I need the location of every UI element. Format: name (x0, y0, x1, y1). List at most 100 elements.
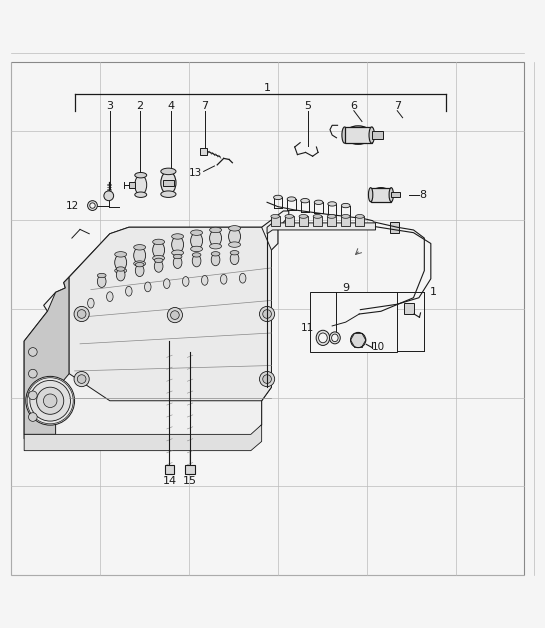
Text: 7: 7 (393, 101, 401, 111)
Ellipse shape (44, 394, 57, 408)
Ellipse shape (172, 234, 184, 239)
Ellipse shape (98, 273, 106, 278)
Ellipse shape (161, 168, 176, 175)
Ellipse shape (210, 244, 221, 249)
Ellipse shape (26, 376, 75, 425)
Ellipse shape (211, 254, 220, 266)
Ellipse shape (135, 175, 147, 195)
Ellipse shape (114, 268, 126, 273)
Ellipse shape (98, 276, 106, 288)
Ellipse shape (228, 225, 240, 231)
Ellipse shape (134, 261, 146, 266)
Ellipse shape (355, 215, 364, 219)
Ellipse shape (313, 215, 322, 219)
Circle shape (263, 375, 271, 384)
Ellipse shape (144, 282, 151, 292)
Bar (372, 131, 383, 139)
Ellipse shape (192, 252, 201, 257)
Bar (341, 217, 350, 226)
Ellipse shape (125, 286, 132, 296)
Bar (327, 217, 336, 226)
Ellipse shape (191, 232, 203, 249)
Bar (311, 292, 397, 352)
Ellipse shape (341, 215, 350, 219)
Ellipse shape (30, 381, 70, 421)
Ellipse shape (368, 188, 373, 202)
Bar (163, 180, 174, 186)
Circle shape (350, 332, 366, 348)
Ellipse shape (210, 230, 221, 246)
Ellipse shape (329, 332, 340, 344)
Ellipse shape (135, 264, 144, 276)
Circle shape (28, 348, 37, 356)
Ellipse shape (116, 267, 125, 271)
Circle shape (74, 306, 89, 322)
Ellipse shape (389, 188, 393, 202)
Circle shape (90, 203, 95, 208)
Ellipse shape (341, 203, 350, 208)
Circle shape (167, 308, 183, 323)
Polygon shape (24, 277, 69, 435)
Ellipse shape (230, 252, 239, 264)
Ellipse shape (230, 251, 239, 255)
Text: 1: 1 (264, 84, 270, 94)
Circle shape (28, 413, 37, 421)
Circle shape (171, 311, 179, 320)
Ellipse shape (228, 242, 240, 247)
Ellipse shape (161, 191, 176, 197)
Bar (390, 222, 399, 232)
Circle shape (77, 310, 86, 318)
Ellipse shape (37, 387, 64, 414)
Text: 2: 2 (136, 101, 143, 111)
Ellipse shape (135, 173, 147, 178)
Ellipse shape (183, 276, 189, 286)
Circle shape (88, 201, 98, 210)
Text: 15: 15 (183, 476, 197, 486)
Text: 14: 14 (162, 476, 177, 486)
Bar (129, 182, 135, 188)
Circle shape (263, 310, 271, 318)
Ellipse shape (153, 242, 165, 258)
Circle shape (259, 306, 275, 322)
Polygon shape (267, 223, 376, 234)
Bar (404, 303, 414, 314)
Polygon shape (69, 227, 271, 401)
Circle shape (77, 375, 86, 384)
Bar (165, 465, 174, 475)
Text: 7: 7 (201, 101, 208, 111)
Ellipse shape (191, 230, 203, 236)
Circle shape (28, 391, 37, 399)
Text: 8: 8 (420, 190, 427, 200)
Ellipse shape (173, 256, 182, 268)
Ellipse shape (327, 215, 336, 219)
Ellipse shape (191, 246, 203, 252)
Ellipse shape (135, 263, 144, 267)
Circle shape (104, 191, 113, 201)
Text: 12: 12 (66, 200, 79, 210)
Ellipse shape (153, 256, 165, 261)
Circle shape (259, 372, 275, 387)
Text: 13: 13 (189, 168, 202, 178)
Ellipse shape (134, 247, 146, 264)
Ellipse shape (331, 334, 338, 342)
Ellipse shape (153, 239, 165, 244)
Ellipse shape (228, 229, 240, 244)
Bar (271, 217, 280, 226)
Bar (391, 192, 400, 197)
Ellipse shape (172, 237, 184, 252)
Ellipse shape (210, 227, 221, 232)
Ellipse shape (173, 254, 182, 259)
Ellipse shape (161, 171, 176, 194)
Bar (200, 148, 208, 154)
Ellipse shape (107, 292, 113, 301)
Bar (285, 217, 294, 226)
Ellipse shape (301, 198, 310, 203)
Polygon shape (24, 425, 262, 451)
Ellipse shape (88, 298, 94, 308)
Text: 9: 9 (342, 283, 349, 293)
Ellipse shape (371, 188, 391, 202)
Ellipse shape (342, 127, 347, 143)
Text: 4: 4 (167, 101, 174, 111)
Ellipse shape (135, 192, 147, 197)
Text: 6: 6 (350, 101, 358, 111)
